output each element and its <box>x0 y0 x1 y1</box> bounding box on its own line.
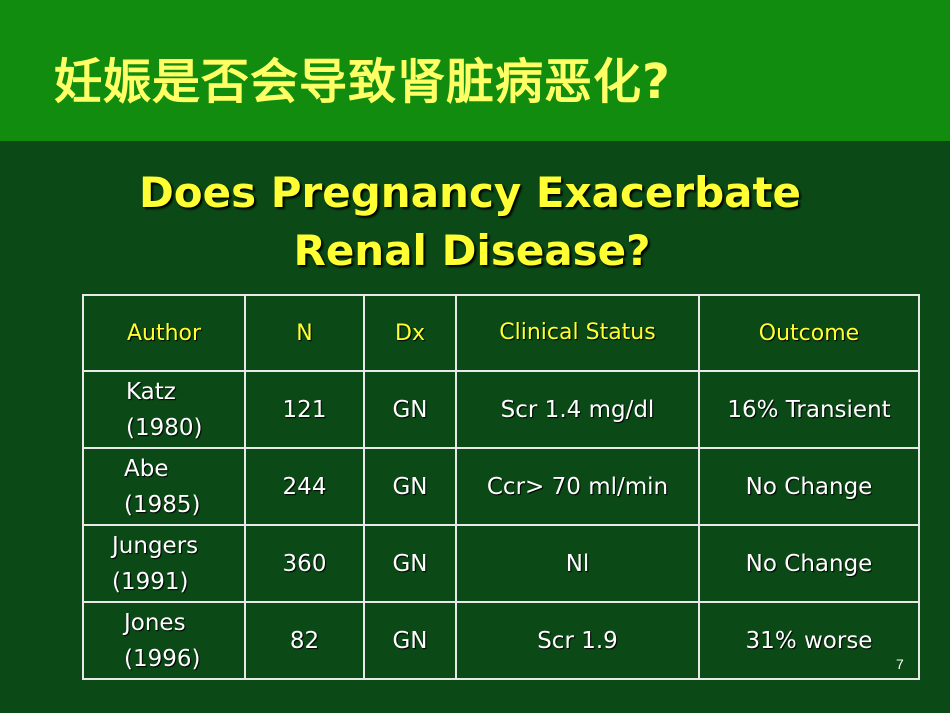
dx-cell: GN <box>363 370 457 449</box>
heading-line-1: Does Pregnancy Exacerbate <box>138 168 802 217</box>
author-year: (1996) <box>124 645 201 672</box>
author-cell: Jungers (1991) <box>82 524 246 603</box>
outcome-cell: 16% Transient <box>698 370 920 449</box>
author-year: (1980) <box>126 414 203 441</box>
heading-line-2: Renal Disease? <box>293 226 651 275</box>
author-cell: Abe (1985) <box>82 447 246 526</box>
page-number: 7 <box>896 656 904 672</box>
table-header-row: Author N Dx Clinical Status Outcome <box>82 294 920 372</box>
n-cell: 121 <box>244 370 365 449</box>
author-cell: Katz (1980) <box>82 370 246 449</box>
data-table: Author N Dx Clinical Status Outcome Katz… <box>82 294 920 680</box>
dx-cell: GN <box>363 601 457 680</box>
author-name: Jungers <box>112 532 199 559</box>
author-year: (1991) <box>112 568 189 595</box>
n-cell: 82 <box>244 601 365 680</box>
outcome-cell: No Change <box>698 447 920 526</box>
author-name: Abe <box>124 455 169 482</box>
dx-cell: GN <box>363 524 457 603</box>
clinical-status-cell: Scr 1.9 <box>455 601 700 680</box>
outcome-cell: No Change <box>698 524 920 603</box>
author-name: Katz <box>126 378 176 405</box>
author-year: (1985) <box>124 491 201 518</box>
author-cell: Jones (1996) <box>82 601 246 680</box>
outcome-cell: 31% worse <box>698 601 920 680</box>
table-row: Katz (1980) 121 GN Scr 1.4 mg/dl 16% Tra… <box>82 370 920 449</box>
table-row: Jones (1996) 82 GN Scr 1.9 31% worse <box>82 601 920 680</box>
author-name: Jones <box>124 609 186 636</box>
header-n: N <box>244 294 365 372</box>
title-bar <box>0 0 950 141</box>
clinical-status-cell: Ccr> 70 ml/min <box>455 447 700 526</box>
table-row: Jungers (1991) 360 GN Nl No Change <box>82 524 920 603</box>
n-cell: 244 <box>244 447 365 526</box>
clinical-status-cell: Nl <box>455 524 700 603</box>
dx-cell: GN <box>363 447 457 526</box>
n-cell: 360 <box>244 524 365 603</box>
header-author: Author <box>82 294 246 372</box>
clinical-status-cell: Scr 1.4 mg/dl <box>455 370 700 449</box>
table-row: Abe (1985) 244 GN Ccr> 70 ml/min No Chan… <box>82 447 920 526</box>
header-clinical-status: Clinical Status <box>455 294 700 372</box>
header-outcome: Outcome <box>698 294 920 372</box>
header-dx: Dx <box>363 294 457 372</box>
slide-title: 妊娠是否会导致肾脏病恶化? <box>54 54 671 110</box>
